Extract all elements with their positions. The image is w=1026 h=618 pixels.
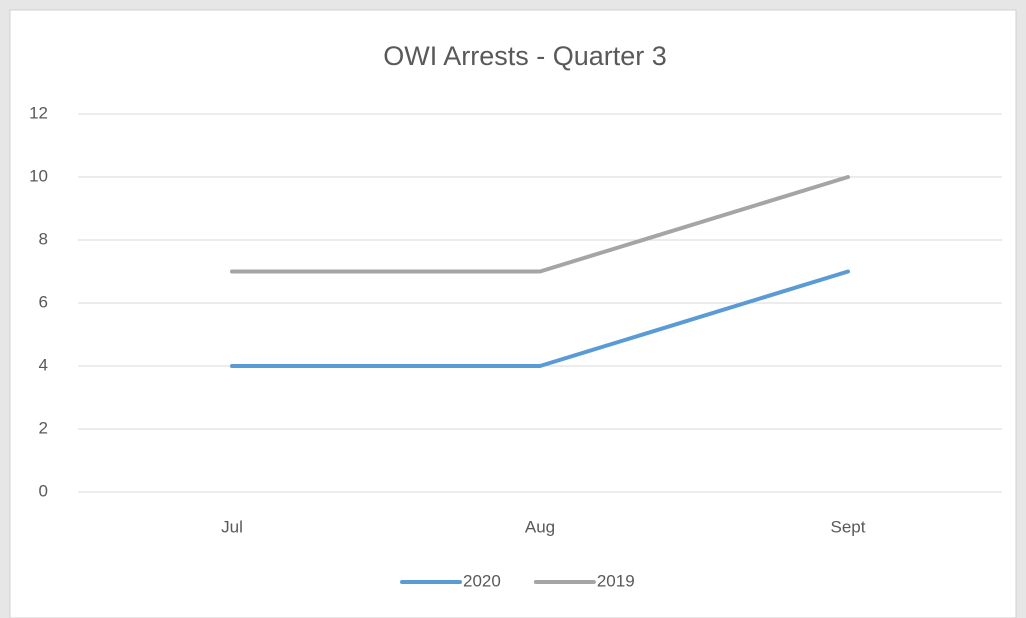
y-tick-label: 10 bbox=[29, 166, 48, 185]
y-tick-label: 8 bbox=[39, 229, 48, 248]
legend-label: 2019 bbox=[597, 571, 635, 590]
x-tick-label: Jul bbox=[221, 517, 243, 536]
y-tick-label: 2 bbox=[39, 418, 48, 437]
x-tick-label: Aug bbox=[525, 517, 555, 536]
legend-label: 2020 bbox=[463, 571, 501, 590]
series-line bbox=[230, 175, 850, 274]
chart-title: OWI Arrests - Quarter 3 bbox=[383, 41, 667, 71]
y-tick-label: 6 bbox=[39, 292, 48, 311]
y-tick-label: 12 bbox=[29, 103, 48, 122]
series-line bbox=[230, 269, 850, 368]
y-tick-label: 0 bbox=[39, 481, 48, 500]
y-tick-label: 4 bbox=[39, 355, 48, 374]
x-tick-label: Sept bbox=[831, 517, 866, 536]
chart-background bbox=[9, 9, 1017, 618]
